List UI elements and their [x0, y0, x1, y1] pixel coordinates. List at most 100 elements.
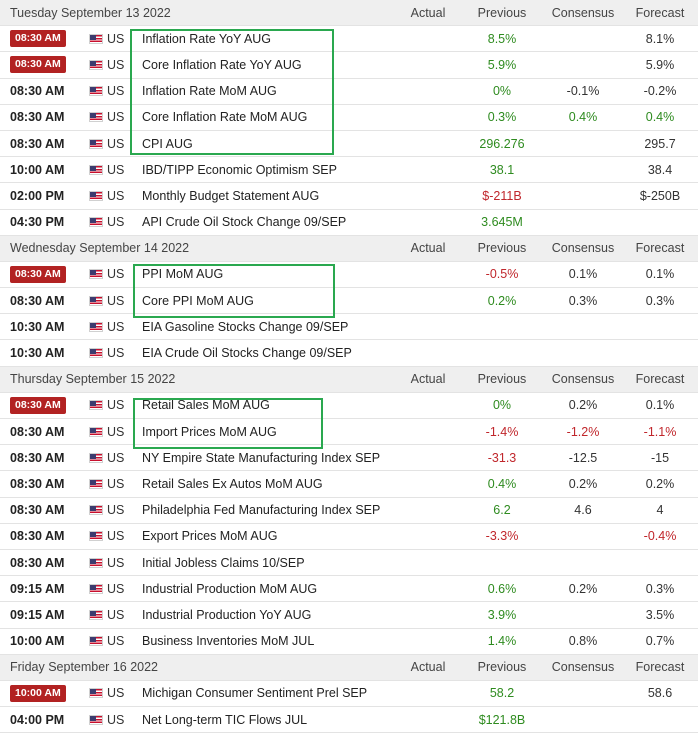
us-flag-icon — [89, 295, 103, 306]
consensus-value: 0.2% — [568, 581, 598, 596]
event-row[interactable]: 08:30 AM US CPI AUG 296.276 295.7 — [0, 131, 698, 158]
actual-value — [388, 262, 468, 287]
event-name[interactable]: Philadelphia Fed Manufacturing Index SEP — [142, 503, 381, 518]
event-name[interactable]: Monthly Budget Statement AUG — [142, 188, 320, 203]
event-name[interactable]: Michigan Consumer Sentiment Prel SEP — [142, 686, 368, 701]
country-code: US — [107, 398, 125, 413]
flag-cell — [89, 471, 103, 496]
event-name[interactable]: Retail Sales MoM AUG — [142, 398, 270, 413]
actual-value — [388, 131, 468, 156]
event-row[interactable]: 08:30 AM US Core PPI MoM AUG 0.2% 0.3% 0.3% — [0, 288, 698, 315]
event-row[interactable]: 10:00 AM US Business Inventories MoM JUL 1.… — [0, 629, 698, 655]
event-row[interactable]: 09:15 AM US Industrial Production MoM AUG 0… — [0, 576, 698, 603]
event-time-cell: 08:30 AM — [10, 393, 66, 418]
event-row[interactable]: 08:30 AM US Import Prices MoM AUG -1.4% -1.2… — [0, 419, 698, 446]
forecast-value: -0.4% — [643, 529, 677, 544]
forecast-value: 0.7% — [645, 634, 675, 649]
event-name[interactable]: PPI MoM AUG — [142, 267, 224, 282]
event-name[interactable]: Initial Jobless Claims 10/SEP — [142, 555, 305, 570]
event-time: 09:15 AM — [10, 607, 65, 622]
event-row[interactable]: 08:30 AM US Philadelphia Fed Manufacturing… — [0, 498, 698, 524]
us-flag-icon — [89, 138, 103, 149]
event-time: 08:30 AM — [10, 136, 65, 151]
event-row[interactable]: 08:30 AM US Inflation Rate MoM AUG 0% -0.1% -… — [0, 79, 698, 105]
event-row[interactable]: 10:30 AM US EIA Crude Oil Stocks Change 09… — [0, 340, 698, 367]
us-flag-icon — [89, 688, 103, 699]
event-name[interactable]: Industrial Production YoY AUG — [142, 607, 312, 622]
event-row[interactable]: 10:30 AM US EIA Gasoline Stocks Change 09/… — [0, 314, 698, 341]
country-code: US — [107, 188, 125, 203]
event-row[interactable]: 02:00 PM US Monthly Budget Statement AUG $-… — [0, 183, 698, 210]
event-name[interactable]: EIA Gasoline Stocks Change 09/SEP — [142, 319, 349, 334]
forecast-value: 58.6 — [647, 686, 673, 701]
event-time-cell: 10:00 AM — [10, 629, 64, 654]
event-name[interactable]: EIA Crude Oil Stocks Change 09/SEP — [142, 346, 352, 361]
event-row[interactable]: 08:30 AM US Export Prices MoM AUG -3.3% -0.4… — [0, 524, 698, 550]
day-header-row: Friday September 16 2022 Actual Previous Co… — [0, 654, 698, 681]
event-name[interactable]: Core PPI MoM AUG — [142, 293, 254, 308]
event-name[interactable]: Inflation Rate YoY AUG — [142, 31, 272, 46]
forecast-value: 4 — [656, 503, 664, 518]
us-flag-icon — [89, 190, 103, 201]
event-name[interactable]: Import Prices MoM AUG — [142, 424, 277, 439]
actual-value — [388, 105, 468, 130]
event-name[interactable]: Inflation Rate MoM AUG — [142, 84, 277, 99]
flag-cell — [89, 524, 103, 549]
actual-value — [388, 629, 468, 654]
event-name[interactable]: Export Prices MoM AUG — [142, 529, 278, 544]
flag-cell — [89, 105, 103, 130]
event-row[interactable]: 08:30 AM US PPI MoM AUG -0.5% 0.1% 0.1% — [0, 262, 698, 289]
event-name[interactable]: Core Inflation Rate MoM AUG — [142, 110, 308, 125]
event-row[interactable]: 08:30 AM US Retail Sales Ex Autos MoM AUG 0… — [0, 471, 698, 498]
event-row[interactable]: 09:15 AM US Industrial Production YoY AUG 3… — [0, 602, 698, 629]
event-name[interactable]: Net Long-term TIC Flows JUL — [142, 712, 308, 727]
us-flag-icon — [89, 86, 103, 97]
event-row[interactable]: 08:30 AM US Core Inflation Rate MoM AUG 0.3… — [0, 105, 698, 131]
column-header-forecast: Forecast — [635, 5, 685, 20]
event-time-cell: 08:30 AM — [10, 79, 64, 104]
column-header-previous: Previous — [477, 5, 527, 20]
event-name[interactable]: Retail Sales Ex Autos MoM AUG — [142, 476, 323, 491]
forecast-value: 0.2% — [645, 476, 675, 491]
column-header-consensus: Consensus — [551, 5, 615, 20]
event-time-cell: 08:30 AM — [10, 131, 64, 156]
country-code: US — [107, 293, 125, 308]
event-row[interactable]: 10:00 AM US Michigan Consumer Sentiment Pr… — [0, 681, 698, 708]
event-row[interactable]: 08:30 AM US Initial Jobless Claims 10/SEP — [0, 550, 698, 577]
event-row[interactable]: 08:30 AM US NY Empire State Manufacturing … — [0, 445, 698, 472]
actual-value — [388, 288, 468, 313]
event-name[interactable]: CPI AUG — [142, 136, 193, 151]
event-time-cell: 04:00 PM — [10, 707, 64, 732]
previous-value: 1.4% — [487, 634, 517, 649]
event-row[interactable]: 08:30 AM US Core Inflation Rate YoY AUG 5.9… — [0, 52, 698, 79]
previous-value: $121.8B — [478, 712, 526, 727]
event-name[interactable]: Business Inventories MoM JUL — [142, 634, 315, 649]
event-name[interactable]: IBD/TIPP Economic Optimism SEP — [142, 162, 337, 177]
event-name[interactable]: Core Inflation Rate YoY AUG — [142, 57, 302, 72]
event-row[interactable]: 08:30 AM US Retail Sales MoM AUG 0% 0.2% 0.1% — [0, 393, 698, 419]
event-time: 02:00 PM — [10, 188, 65, 203]
forecast-value: 0.4% — [645, 110, 675, 125]
consensus-value — [543, 210, 623, 235]
forecast-value — [620, 210, 698, 235]
event-row[interactable]: 04:30 PM US API Crude Oil Stock Change 09/… — [0, 210, 698, 236]
country-code: US — [107, 215, 125, 230]
event-time-cell: 04:30 PM — [10, 210, 64, 235]
flag-cell — [89, 157, 103, 182]
actual-value — [388, 183, 468, 208]
event-name[interactable]: API Crude Oil Stock Change 09/SEP — [142, 215, 347, 230]
country-code: US — [107, 57, 125, 72]
consensus-value — [543, 550, 623, 575]
high-impact-time-badge: 10:00 AM — [10, 684, 66, 702]
event-row[interactable]: 08:30 AM US Inflation Rate YoY AUG 8.5% 8.1% — [0, 26, 698, 53]
event-name[interactable]: Industrial Production MoM AUG — [142, 581, 318, 596]
event-name[interactable]: NY Empire State Manufacturing Index SEP — [142, 450, 381, 465]
day-date: Tuesday September 13 2022 — [10, 5, 171, 20]
consensus-value — [543, 314, 623, 339]
event-row[interactable]: 04:00 PM US Net Long-term TIC Flows JUL $12… — [0, 707, 698, 734]
event-row[interactable]: 10:00 AM US IBD/TIPP Economic Optimism SEP… — [0, 157, 698, 184]
event-time: 08:30 AM — [10, 110, 65, 125]
actual-value — [388, 524, 468, 549]
event-time: 08:30 AM — [10, 555, 65, 570]
flag-cell — [89, 314, 103, 339]
